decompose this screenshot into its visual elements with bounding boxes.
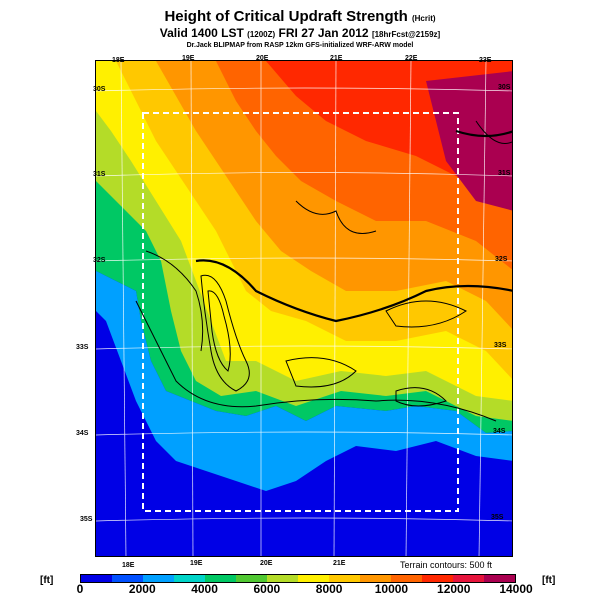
colorbar-tick-label: 14000 (499, 582, 533, 596)
colorbar-swatch (174, 575, 205, 582)
colorbar-swatch (143, 575, 174, 582)
lon-label-top: 21E (330, 55, 343, 62)
lat-label-left: 30S (93, 86, 106, 93)
lat-label-right: 32S (495, 256, 508, 263)
colorbar-swatch (360, 575, 391, 582)
colorbar-swatch (81, 575, 112, 582)
colorbar-unit-left: [ft] (40, 575, 54, 586)
map-title: Height of Critical Updraft Strength (Hcr… (164, 8, 436, 25)
lat-label-left: 34S (76, 430, 89, 437)
lon-label-top: 19E (182, 55, 195, 62)
colorbar-tick-label: 0 (76, 582, 84, 596)
colorbar-swatch (422, 575, 453, 582)
lat-label-right: 35S (491, 514, 504, 521)
lat-label-left: 32S (93, 257, 106, 264)
colorbar-swatch (236, 575, 267, 582)
colorbar-tick-label: 6000 (253, 582, 281, 596)
lon-label-top: 22E (405, 55, 418, 62)
colorbar-swatch (112, 575, 143, 582)
colorbar-swatch (298, 575, 329, 582)
colorbar-tick-label: 4000 (191, 582, 218, 596)
colorbar-swatch (329, 575, 360, 582)
colorbar-swatch (391, 575, 422, 582)
lon-label-top: 18E (112, 57, 125, 64)
lon-label-bottom: 19E (190, 560, 203, 567)
colorbar-swatch (484, 575, 515, 582)
colorbar (80, 574, 516, 583)
forecast-map[interactable] (95, 60, 513, 557)
colorbar-swatch (453, 575, 484, 582)
terrain-contour-note: Terrain contours: 500 ft (400, 560, 493, 570)
model-description: Dr.Jack BLIPMAP from RASP 12km GFS-initi… (186, 42, 414, 49)
colorbar-tick-label: 8000 (315, 582, 343, 596)
lon-label-bottom: 20E (260, 560, 273, 567)
colorbar-tick-label: 12000 (437, 582, 471, 596)
colorbar-swatch (205, 575, 236, 582)
lat-label-left: 35S (80, 516, 93, 523)
colorbar-tick-label: 10000 (374, 582, 409, 596)
lat-label-right: 31S (498, 170, 511, 177)
lon-label-top: 23E (479, 57, 492, 64)
lat-label-left: 31S (93, 171, 106, 178)
map-canvas (96, 61, 512, 556)
colorbar-tick-label: 2000 (128, 582, 156, 596)
valid-time: Valid 1400 LST (1200Z) FRI 27 Jan 2012 [… (159, 26, 441, 40)
lon-label-bottom: 21E (333, 560, 346, 567)
colorbar-unit-right: [ft] (542, 575, 556, 586)
lon-label-top: 20E (256, 55, 269, 62)
lat-label-right: 30S (498, 84, 511, 91)
colorbar-swatch (267, 575, 298, 582)
lon-label-bottom: 18E (122, 562, 135, 569)
lat-label-left: 33S (76, 344, 89, 351)
lat-label-right: 34S (493, 428, 506, 435)
lat-label-right: 33S (494, 342, 507, 349)
